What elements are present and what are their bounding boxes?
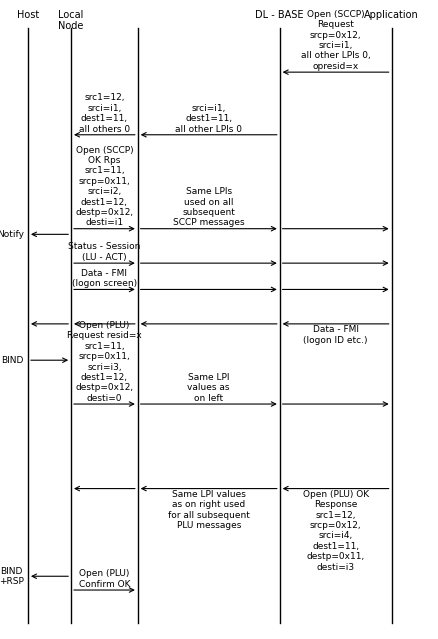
Text: Host: Host <box>17 10 39 20</box>
Text: srci=i1,
dest1=11,
all other LPIs 0: srci=i1, dest1=11, all other LPIs 0 <box>175 104 242 134</box>
Text: Same LPI
values as
on left: Same LPI values as on left <box>187 373 230 403</box>
Text: src1=12,
srci=i1,
dest1=11,
all others 0: src1=12, srci=i1, dest1=11, all others 0 <box>79 93 130 134</box>
Text: Open (SCCP)
OK Rps
src1=11,
srcp=0x11,
srci=i2,
dest1=12,
destp=0x12,
desti=i1: Open (SCCP) OK Rps src1=11, srcp=0x11, s… <box>75 146 133 227</box>
Text: Notify: Notify <box>0 230 24 239</box>
Text: DL - BASE: DL - BASE <box>255 10 303 20</box>
Text: Same LPIs
used on all
subsequent
SCCP messages: Same LPIs used on all subsequent SCCP me… <box>173 187 244 227</box>
Text: Data - FMI
(logon ID etc.): Data - FMI (logon ID etc.) <box>303 325 367 344</box>
Text: BIND: BIND <box>1 356 24 365</box>
Text: Open (PLU)
Confirm OK: Open (PLU) Confirm OK <box>78 569 130 589</box>
Text: BIND
+RSP: BIND +RSP <box>0 567 24 586</box>
Text: Open (PLU) OK
Response
src1=12,
srcp=0x12,
srci=i4,
dest1=11,
destp=0x11,
desti=: Open (PLU) OK Response src1=12, srcp=0x1… <box>302 490 368 572</box>
Text: Application: Application <box>364 10 418 20</box>
Text: Status - Session
(LU - ACT): Status - Session (LU - ACT) <box>68 242 140 262</box>
Text: Open (SCCP)
Request
srcp=0x12,
srci=i1,
all other LPIs 0,
opresid=x: Open (SCCP) Request srcp=0x12, srci=i1, … <box>300 10 370 71</box>
Text: Same LPI values
as on right used
for all subsequent
PLU messages: Same LPI values as on right used for all… <box>167 490 249 530</box>
Text: Data - FMI
(logon screen): Data - FMI (logon screen) <box>72 269 137 288</box>
Text: Local
Node: Local Node <box>58 10 84 31</box>
Text: Open (PLU)
Request resid=x
src1=11,
srcp=0x11,
scri=i3,
dest1=12,
destp=0x12,
de: Open (PLU) Request resid=x src1=11, srcp… <box>67 321 141 403</box>
